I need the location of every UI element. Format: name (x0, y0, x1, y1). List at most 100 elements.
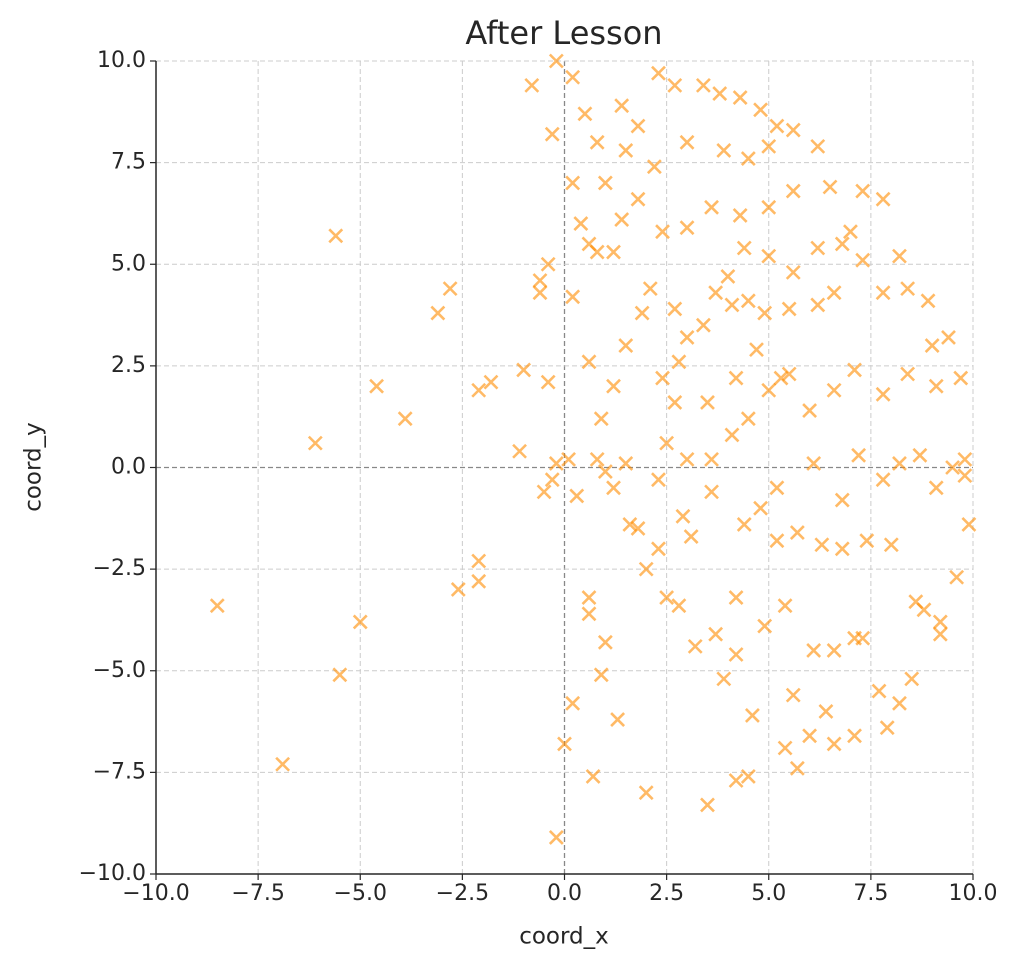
point (679, 220, 695, 236)
point (610, 712, 626, 727)
point (679, 451, 695, 467)
point (932, 614, 948, 630)
point (920, 293, 936, 309)
point (565, 69, 581, 85)
point (548, 456, 564, 471)
point (953, 370, 969, 386)
point (716, 143, 732, 158)
point (704, 199, 719, 215)
point (450, 582, 466, 597)
point (548, 829, 564, 845)
point (957, 451, 973, 467)
x-axis-label: coord_x (519, 924, 609, 950)
point (810, 138, 826, 154)
point (732, 208, 748, 223)
point (875, 285, 891, 301)
point (928, 480, 944, 496)
point (802, 728, 818, 744)
point (945, 460, 960, 475)
point (471, 382, 487, 398)
point (826, 736, 842, 752)
point (646, 159, 662, 175)
point (851, 447, 867, 463)
point (589, 451, 605, 467)
point (614, 212, 630, 227)
point (740, 769, 756, 784)
point (471, 553, 487, 569)
point (614, 98, 630, 114)
point (585, 769, 601, 784)
point (524, 77, 540, 93)
point (769, 118, 785, 134)
point (687, 638, 703, 654)
x-tick-label: 2.5 (649, 881, 684, 906)
y-tick-label: 5.0 (111, 251, 146, 276)
point (859, 533, 875, 549)
point (352, 614, 368, 630)
point (593, 411, 609, 427)
point (630, 521, 646, 536)
point (606, 244, 621, 260)
point (802, 403, 818, 419)
point (834, 541, 850, 557)
point (695, 317, 711, 333)
point (581, 606, 597, 622)
point (961, 516, 977, 532)
point (928, 378, 944, 394)
point (924, 338, 940, 353)
point (569, 488, 585, 504)
point (777, 598, 793, 614)
point (307, 435, 323, 451)
point (471, 573, 487, 589)
y-tick-label: −7.5 (93, 759, 146, 784)
x-tick-label: 5.0 (751, 881, 786, 906)
point (826, 382, 842, 398)
point (822, 179, 838, 195)
point (957, 468, 973, 484)
point (773, 370, 789, 386)
point (753, 102, 768, 118)
point (593, 667, 609, 683)
chart-title: After Lesson (465, 14, 662, 52)
point (606, 378, 621, 394)
point (728, 773, 744, 788)
point (806, 643, 822, 658)
y-tick-label: −10.0 (79, 861, 146, 886)
point (892, 248, 907, 264)
point (651, 472, 666, 488)
point (834, 236, 850, 252)
point (328, 228, 344, 244)
point (679, 330, 695, 345)
point (736, 516, 752, 532)
point (761, 248, 777, 264)
point (912, 447, 928, 463)
point (634, 305, 650, 321)
point (565, 175, 581, 191)
point (544, 126, 560, 142)
point (847, 630, 862, 646)
point (892, 695, 907, 711)
point (834, 492, 850, 508)
point (695, 77, 711, 93)
point (871, 683, 887, 699)
point (744, 708, 760, 723)
point (736, 240, 752, 256)
point (589, 244, 605, 260)
point (671, 354, 687, 370)
point (757, 305, 773, 321)
point (761, 199, 777, 215)
point (753, 500, 768, 516)
point (740, 411, 756, 427)
point (708, 626, 724, 642)
point (516, 362, 532, 378)
point (618, 338, 634, 353)
point (275, 756, 291, 772)
point (659, 435, 675, 451)
point (810, 297, 826, 313)
point (700, 797, 715, 813)
point (810, 240, 826, 256)
point (597, 175, 613, 191)
point (655, 370, 670, 386)
point (785, 122, 801, 138)
point (892, 456, 907, 471)
